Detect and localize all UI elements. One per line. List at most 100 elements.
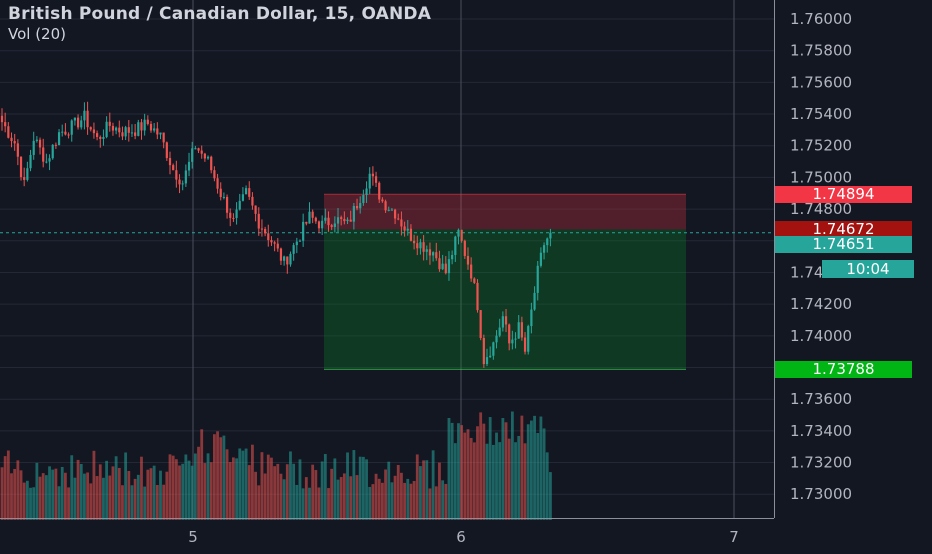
volume-bar — [22, 482, 26, 520]
candle-body — [457, 229, 460, 237]
candle-body — [466, 255, 470, 265]
volume-bar — [143, 486, 147, 520]
candle-body — [327, 217, 330, 226]
candle-body — [76, 117, 80, 128]
candle-body — [311, 211, 314, 218]
volume-bar — [320, 461, 324, 520]
candle-body — [346, 219, 349, 222]
price-tick-label: 1.74000 — [790, 327, 852, 345]
volume-bar — [136, 474, 140, 520]
candle-body — [390, 209, 394, 211]
candle-body — [4, 122, 7, 127]
volume-bar — [352, 450, 356, 520]
volume-bar — [149, 468, 153, 520]
candle-body — [127, 127, 130, 133]
volume-bar — [415, 454, 419, 520]
volume-bar — [86, 472, 89, 520]
volume-bar — [438, 462, 441, 520]
candle-body — [482, 338, 485, 365]
volume-bar — [108, 475, 112, 520]
volume-bar — [466, 429, 470, 520]
candle-body — [539, 252, 542, 266]
candle-body — [16, 143, 19, 157]
volume-bar — [447, 418, 451, 520]
candle-body — [305, 221, 308, 224]
volume-bar — [162, 484, 166, 520]
volume-bar — [171, 455, 175, 520]
price-tick-label: 1.75600 — [790, 73, 852, 91]
candle-body — [200, 150, 203, 154]
volume-bar — [431, 450, 435, 520]
volume-bar — [282, 479, 286, 520]
candle-body — [286, 256, 289, 265]
candle-body — [549, 232, 552, 239]
candle-body — [178, 179, 181, 185]
candle-body — [546, 238, 549, 246]
volume-bar — [102, 477, 105, 520]
candle-body — [238, 200, 241, 210]
candle-body — [349, 219, 352, 222]
candle-body — [121, 132, 124, 137]
volume-bar — [472, 442, 476, 520]
volume-bar — [89, 483, 93, 520]
time-axis[interactable] — [0, 518, 774, 551]
candle-body — [441, 263, 444, 270]
volume-bar — [304, 477, 308, 520]
volume-bar — [190, 465, 194, 520]
candle-body — [168, 158, 172, 166]
volume-bar — [238, 448, 242, 520]
volume-bar — [485, 443, 489, 520]
candle-body — [134, 132, 137, 136]
candle-body — [162, 132, 165, 143]
candle-body — [476, 282, 479, 311]
candle-body — [292, 245, 295, 254]
volume-bar — [517, 435, 521, 520]
volume-bar — [488, 417, 492, 520]
volume-bar — [79, 464, 83, 520]
volume-bar — [228, 462, 232, 520]
volume-bar — [549, 472, 552, 520]
stop-loss-zone — [324, 194, 686, 230]
candle-body — [314, 217, 317, 222]
volume-bar — [140, 456, 143, 520]
candle-body — [210, 156, 213, 171]
volume-bar — [368, 486, 372, 520]
entry-price-tag: 1.74672 — [775, 220, 912, 238]
volume-bar — [0, 467, 4, 520]
candle-body — [197, 148, 200, 151]
volume-bar — [165, 471, 169, 520]
price-tick-label: 1.75400 — [790, 105, 852, 123]
candle-body — [444, 263, 447, 274]
candle-body — [222, 196, 225, 198]
volume-bar — [441, 480, 445, 520]
volume-bar — [13, 468, 17, 520]
candle-body — [102, 136, 105, 139]
volume-bar — [111, 466, 115, 520]
volume-bar — [545, 452, 549, 520]
candle-body — [454, 236, 457, 255]
candle-body — [124, 127, 127, 137]
price-axis[interactable] — [774, 0, 932, 518]
candle-body — [425, 249, 428, 252]
candle-body — [191, 148, 194, 162]
candle-body — [219, 188, 222, 198]
volume-bar — [263, 473, 267, 520]
candle-body — [137, 122, 140, 136]
volume-bar — [396, 465, 400, 520]
volume-bar — [6, 450, 10, 520]
volume-bar — [60, 466, 64, 520]
symbol-title[interactable]: British Pound / Canadian Dollar, 15, OAN… — [8, 4, 432, 24]
volume-bar — [510, 411, 514, 520]
candle-body — [70, 120, 73, 135]
volume-indicator-label[interactable]: Vol (20) — [8, 25, 67, 43]
volume-bar — [390, 482, 394, 520]
volume-bar — [76, 459, 80, 520]
candle-body — [520, 322, 523, 338]
candle-body — [248, 188, 251, 197]
volume-bar — [174, 459, 178, 520]
candle-body — [23, 177, 26, 180]
candle-body — [523, 337, 527, 352]
volume-bar — [295, 484, 299, 520]
